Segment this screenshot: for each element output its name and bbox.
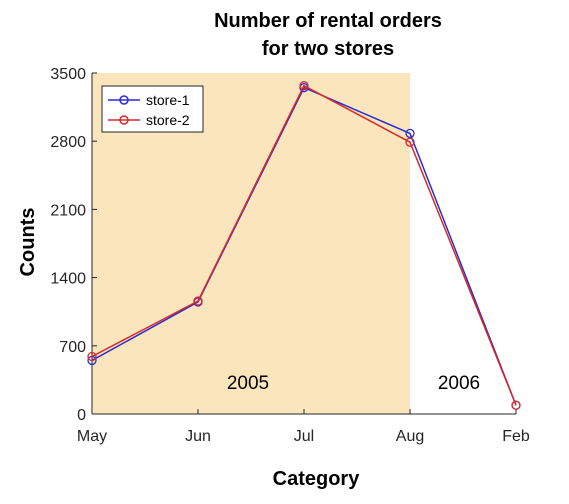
legend: store-1 store-2 — [101, 85, 204, 133]
data-point-store-2 — [511, 400, 521, 410]
data-point-store-2 — [405, 137, 415, 147]
y-tick-label: 2800 — [50, 134, 86, 151]
x-tick-label: May — [77, 428, 107, 445]
x-tick-label: Jul — [294, 428, 314, 445]
y-tick-label: 700 — [59, 339, 86, 356]
x-tick-label: Jun — [185, 428, 211, 445]
series-line-store-2 — [91, 84, 517, 406]
legend-box — [101, 85, 204, 133]
legend-marker-store-2 — [119, 115, 129, 125]
region-label-2006: 2006 — [438, 373, 480, 394]
y-axis-label: Counts — [17, 208, 39, 277]
series-layer — [87, 81, 521, 410]
series-line-store-1 — [91, 86, 517, 406]
region-label-2005: 2005 — [227, 373, 269, 394]
legend-marker-store-1 — [119, 95, 129, 105]
data-point-store-1 — [405, 128, 415, 139]
data-point-store-2 — [299, 81, 309, 91]
legend-label-store-1: store-1 — [146, 92, 190, 108]
legend-label-store-2: store-2 — [146, 112, 190, 128]
y-axis-ticks: 0 700 1400 2100 2800 3500 — [50, 66, 97, 424]
chart-title-line-1: Number of rental orders — [214, 10, 442, 32]
y-tick-label: 1400 — [50, 271, 86, 288]
data-point-store-2 — [193, 296, 203, 306]
data-point-store-2 — [87, 351, 97, 362]
x-tick-label: Feb — [502, 428, 530, 445]
y-tick-label: 2100 — [50, 202, 86, 219]
y-tick-label: 3500 — [50, 66, 86, 83]
chart-title-line-2: for two stores — [262, 38, 394, 60]
x-tick-label: Aug — [396, 428, 424, 445]
x-axis-ticks: May Jun Jul Aug Feb — [77, 409, 530, 445]
x-axis-label: Category — [273, 468, 361, 490]
y-tick-label: 0 — [77, 407, 86, 424]
